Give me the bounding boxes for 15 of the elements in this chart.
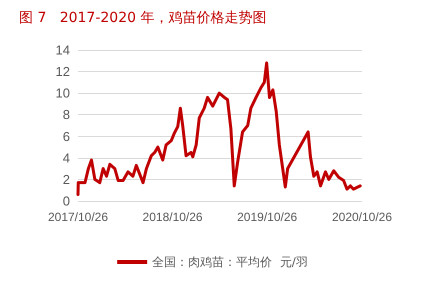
y-tick-label: 0: [62, 194, 70, 208]
y-tick-label: 10: [56, 86, 70, 101]
x-tick-label: 2020/10/26: [332, 210, 392, 224]
line-series: [76, 61, 362, 196]
legend-label: 全国：肉鸡苗：平均价 元/羽: [152, 255, 308, 269]
y-tick-label: 14: [56, 42, 70, 58]
y-tick-label: 6: [62, 128, 70, 144]
y-tick-label: 4: [62, 150, 70, 166]
y-tick-label: 8: [62, 107, 70, 122]
x-tick-label: 2018/10/26: [142, 210, 203, 224]
y-tick-label: 2: [62, 172, 70, 187]
y-tick-label: 12: [56, 64, 70, 80]
x-tick-label: 2017/10/26: [48, 210, 108, 224]
chart-title: 图 7 2017-2020 年，鸡苗价格走势图: [19, 10, 266, 26]
x-tick-label: 2019/10/26: [237, 210, 298, 224]
